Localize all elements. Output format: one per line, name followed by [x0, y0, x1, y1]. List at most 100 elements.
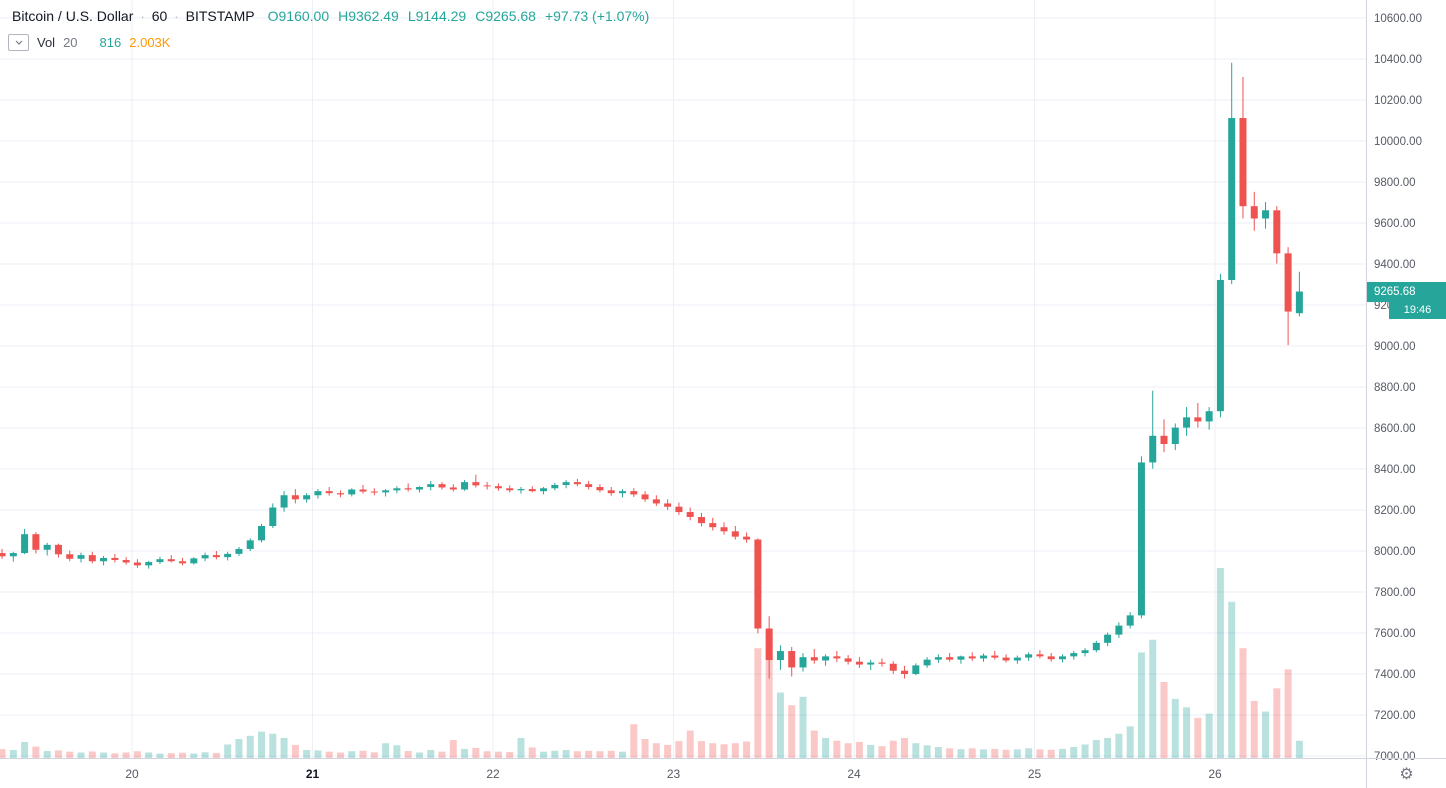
- candle-body: [156, 559, 164, 563]
- candle-body: [506, 488, 514, 491]
- volume-bar: [0, 749, 6, 758]
- volume-bar: [269, 733, 277, 758]
- volume-bar: [765, 633, 773, 758]
- price-scale[interactable]: [1366, 0, 1446, 758]
- candle-body: [1081, 650, 1089, 654]
- volume-bar: [776, 692, 784, 758]
- candle-body: [303, 495, 311, 500]
- volume-bar: [731, 743, 739, 758]
- price-scale-settings-button[interactable]: ⚙: [1367, 759, 1446, 788]
- volume-bar: [1047, 749, 1055, 758]
- volume-bar: [855, 741, 863, 758]
- volume-bar: [336, 752, 344, 758]
- candle-body: [348, 489, 356, 495]
- time-axis-label: 22: [486, 767, 500, 781]
- candle-body: [901, 670, 909, 674]
- volume-value: 816: [99, 35, 122, 50]
- price-tick-label: 7600.00: [1374, 628, 1416, 640]
- volume-bar: [1250, 701, 1258, 758]
- candle-body: [528, 489, 536, 492]
- candle-body: [1205, 411, 1213, 422]
- volume-bar: [483, 751, 491, 758]
- candle-body: [449, 487, 457, 490]
- volume-bar: [901, 737, 909, 758]
- indicator-collapse-button[interactable]: [8, 34, 29, 51]
- candle-body: [201, 555, 209, 559]
- candle-body: [1239, 118, 1247, 207]
- symbol-title[interactable]: Bitcoin / U.S. Dollar: [12, 8, 134, 24]
- volume-bar: [1013, 749, 1021, 758]
- candle-body: [720, 527, 728, 532]
- volume-bar: [190, 753, 198, 758]
- volume-bar: [280, 737, 288, 758]
- candle-body: [652, 499, 660, 504]
- candle-body: [923, 659, 931, 666]
- volume-bar: [912, 743, 920, 758]
- separator-dot: ·: [174, 9, 179, 24]
- volume-bar: [743, 741, 751, 758]
- candle-body: [494, 486, 502, 489]
- volume-bar: [32, 746, 40, 758]
- volume-bar: [167, 753, 175, 758]
- price-tick-label: 8600.00: [1374, 423, 1416, 435]
- indicator-legend-row: Vol 20 816 2.003K: [8, 34, 649, 51]
- candle-body: [145, 562, 153, 566]
- candle-body: [179, 561, 187, 564]
- volume-bar: [348, 751, 356, 758]
- candle-body: [664, 503, 672, 507]
- candle-body: [404, 488, 412, 490]
- volume-bar: [720, 744, 728, 758]
- volume-bar: [528, 747, 536, 758]
- candle-body: [607, 490, 615, 494]
- candle-body: [934, 657, 942, 660]
- time-axis-label: 26: [1208, 767, 1222, 781]
- price-tick-label: 9600.00: [1374, 218, 1416, 230]
- volume-bar: [980, 749, 988, 758]
- candle-body: [291, 495, 299, 500]
- volume-bar: [427, 749, 435, 758]
- volume-bar: [291, 744, 299, 758]
- candle-body: [1171, 427, 1179, 444]
- candle-body: [1183, 417, 1191, 428]
- candle-body: [1273, 210, 1281, 254]
- candle-body: [731, 531, 739, 537]
- candle-body: [1137, 462, 1145, 616]
- candle-body: [788, 651, 796, 668]
- volume-bar: [1205, 713, 1213, 758]
- volume-bar: [573, 751, 581, 758]
- volume-bar: [1273, 688, 1281, 758]
- volume-bar: [1216, 568, 1224, 758]
- candle-body: [190, 558, 198, 564]
- volume-bar: [810, 730, 818, 758]
- candle-body: [382, 490, 390, 493]
- indicator-name[interactable]: Vol: [37, 35, 56, 50]
- volume-bar: [1115, 733, 1123, 758]
- open-value: O9160.00: [267, 8, 330, 24]
- candle-body: [1194, 417, 1202, 422]
- volume-bar: [878, 746, 886, 758]
- candle-body: [619, 491, 627, 494]
- candle-body: [336, 493, 344, 495]
- interval-label[interactable]: 60: [151, 8, 168, 24]
- symbol-legend-row: Bitcoin / U.S. Dollar · 60 · BITSTAMP O9…: [12, 8, 649, 24]
- candle-body: [472, 482, 480, 486]
- chevron-down-icon: [15, 40, 22, 45]
- price-tick-label: 9400.00: [1374, 259, 1416, 271]
- volume-bar: [235, 739, 243, 758]
- close-value: C9265.68: [475, 8, 536, 24]
- exchange-label[interactable]: BITSTAMP: [185, 8, 255, 24]
- volume-bar: [54, 750, 62, 758]
- volume-bar: [88, 751, 96, 758]
- chart-pane[interactable]: [0, 0, 1366, 758]
- time-scale[interactable]: [0, 758, 1366, 788]
- volume-bar: [145, 752, 153, 758]
- candle-body: [799, 657, 807, 668]
- price-tick-label: 8800.00: [1374, 382, 1416, 394]
- candle-body: [224, 553, 232, 558]
- volume-bar: [664, 744, 672, 758]
- candle-body: [483, 485, 491, 487]
- volume-ma-value: 2.003K: [129, 35, 171, 50]
- candle-body: [596, 487, 604, 491]
- candle-body: [269, 507, 277, 526]
- volume-bar: [506, 752, 514, 758]
